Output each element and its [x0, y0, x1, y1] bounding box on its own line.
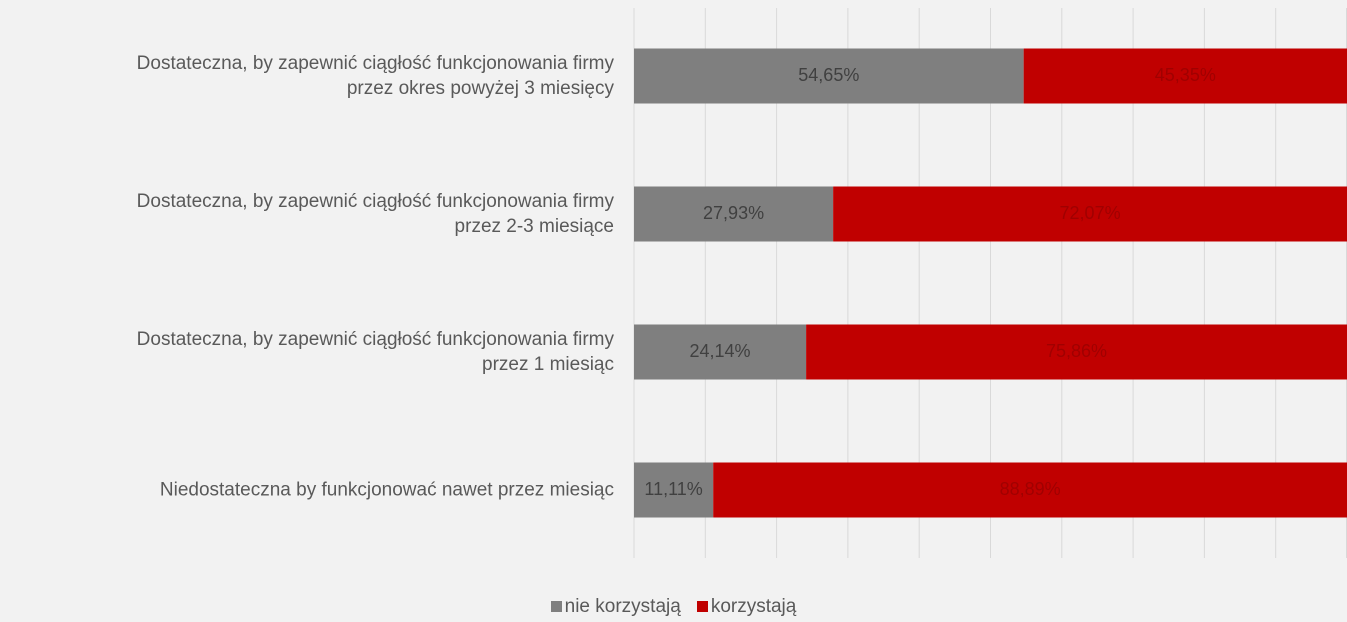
data-label: 11,11%: [644, 479, 702, 499]
bar-segment: [634, 48, 1024, 104]
bar-segment: [634, 186, 834, 242]
data-label: 24,14%: [690, 341, 751, 361]
bar-segment: [713, 462, 1347, 518]
data-label: 75,86%: [1046, 341, 1107, 361]
data-label: 27,93%: [703, 203, 764, 223]
bar-segment: [833, 186, 1347, 242]
bar-segment: [806, 324, 1347, 380]
legend-item: korzystają: [696, 596, 797, 617]
legend-label: korzystają: [710, 596, 797, 617]
data-label: 88,89%: [1000, 479, 1061, 499]
category-label: Dostateczna, by zapewnić ciągłość funkcj…: [136, 53, 614, 99]
data-label: 72,07%: [1060, 203, 1121, 223]
data-label: 54,65%: [798, 65, 859, 85]
category-label: Dostateczna, by zapewnić ciągłość funkcj…: [136, 329, 614, 375]
legend-item: nie korzystają: [550, 596, 681, 617]
legend-swatch: [550, 601, 562, 612]
legend-label: nie korzystają: [564, 596, 681, 617]
bar-segment: [1023, 48, 1347, 104]
category-label: Dostateczna, by zapewnić ciągłość funkcj…: [136, 191, 614, 237]
legend-swatch: [696, 601, 708, 612]
category-label: Niedostateczna by funkcjonować nawet prz…: [159, 479, 614, 501]
legend: nie korzystają korzystają: [0, 596, 1347, 618]
bar-segment: [634, 462, 714, 518]
bar-segment: [634, 324, 807, 380]
data-label: 45,35%: [1155, 65, 1216, 85]
